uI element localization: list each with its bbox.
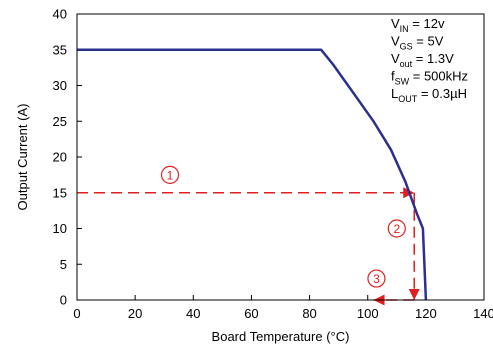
axis-tick-labels: 0 20 40 60 80 100 120 140 0 5 10 15 20 25 30 35 40 <box>53 7 493 322</box>
x-tick-label: 0 <box>73 306 80 321</box>
condition-out: Vout = 1.3V <box>391 51 454 69</box>
y-tick-label: 20 <box>53 150 67 165</box>
x-tick-label: 20 <box>128 306 142 321</box>
y-tick-label: 15 <box>53 185 67 200</box>
x-tick-label: 80 <box>302 306 316 321</box>
condition-gs: VGS = 5V <box>391 34 444 52</box>
plot-area-frame <box>76 13 485 301</box>
step-1-badge <box>160 165 180 184</box>
x-tick-label: 40 <box>186 306 200 321</box>
x-axis-title: Board Temperature (°C) <box>212 329 350 344</box>
x-tick-label: 100 <box>357 306 379 321</box>
condition-out: LOUT = 0.3µH <box>391 86 467 104</box>
y-tick-label: 25 <box>53 114 67 129</box>
y-tick-label: 0 <box>60 293 67 308</box>
step-1-number: 1 <box>167 168 174 182</box>
derating-curve-line <box>77 48 428 301</box>
step-2-arrow-arrowhead <box>408 289 420 300</box>
series-group <box>77 48 428 301</box>
y-tick-label: 10 <box>53 221 67 236</box>
step-3-number: 3 <box>373 272 380 286</box>
x-tick-label: 60 <box>244 306 258 321</box>
x-tick-label: 120 <box>415 306 437 321</box>
y-tick-label: 5 <box>60 257 67 272</box>
condition-in: VIN = 12v <box>391 16 445 34</box>
step-2-number: 2 <box>393 222 400 236</box>
step-arrows: 1 2 3 <box>77 165 420 306</box>
y-axis-title: Output Current (A) <box>15 104 30 211</box>
y-tick-label: 30 <box>53 78 67 93</box>
x-tick-label: 140 <box>473 306 493 321</box>
condition-sw: fSW = 500kHz <box>391 69 468 87</box>
step-3-badge <box>367 269 386 288</box>
y-tick-label: 35 <box>53 42 67 57</box>
y-tick-label: 40 <box>53 7 67 22</box>
step-2-badge <box>387 219 406 238</box>
